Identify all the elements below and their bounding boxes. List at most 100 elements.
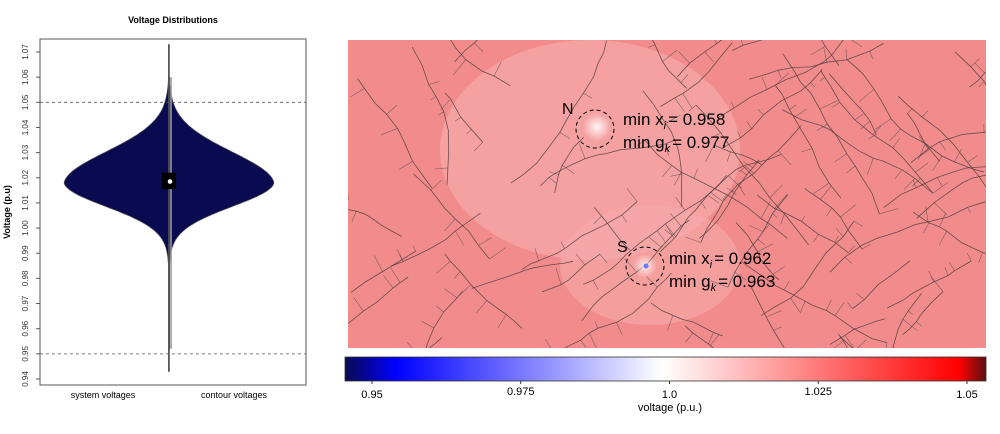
feeder-branch <box>662 49 678 62</box>
feeder-branch <box>932 155 943 172</box>
feeder-branch <box>555 267 562 285</box>
feeder-branch <box>918 135 929 150</box>
feeder-branch <box>453 271 461 279</box>
feeder-branch <box>710 280 728 288</box>
feeder-branch <box>832 102 840 108</box>
feeder-line <box>390 212 481 267</box>
feeder-branch <box>647 44 656 48</box>
feeder-branch <box>853 220 863 227</box>
feeder-line <box>444 253 523 329</box>
feeder-line <box>897 95 986 188</box>
annotation-label-n: N <box>562 101 574 118</box>
feeder-line <box>348 276 409 324</box>
feeder-branch <box>997 166 998 172</box>
y-tick-label: 1.01 <box>21 195 30 211</box>
feeder-branch <box>421 321 435 329</box>
feeder-branch <box>872 125 882 135</box>
feeder-branch <box>665 143 669 156</box>
feeder-branch <box>578 142 586 159</box>
feeder-branch <box>834 302 845 316</box>
y-tick-label: 1.00 <box>21 220 30 236</box>
colorbar-label: voltage (p.u.) <box>638 402 702 414</box>
feeder-branch <box>928 270 934 283</box>
feeder-branch <box>549 176 556 184</box>
feeder-branch <box>466 129 472 135</box>
feeder-branch <box>892 347 896 348</box>
map-light-region <box>440 40 740 260</box>
feeder-branch <box>390 267 401 283</box>
feeder-branch <box>351 211 357 223</box>
feeder-line <box>749 43 884 80</box>
feeder-branch <box>819 77 826 82</box>
feeder-branch <box>939 141 946 151</box>
feeder-branch <box>823 47 828 63</box>
feeder-branch <box>637 139 646 146</box>
violin-chart: Voltage Distributions Voltage (p.u) 0.94… <box>2 15 307 400</box>
annotation-n: N min xi = 0.958 min gk = 0.977 <box>562 101 729 155</box>
feeder-branch <box>974 62 985 74</box>
feeder-network <box>255 40 998 348</box>
feeder-branch <box>772 213 778 218</box>
feeder-branch <box>593 215 602 224</box>
feeder-branch <box>685 236 702 243</box>
feeder-branch <box>938 231 947 246</box>
feeder-branch <box>889 128 901 142</box>
feeder-branch <box>255 207 257 219</box>
violin-left-system-voltages <box>63 44 170 372</box>
feeder-line <box>828 73 877 135</box>
feeder-branch <box>774 193 788 209</box>
y-tick-label: 1.05 <box>21 94 30 110</box>
feeder-branch <box>348 195 349 202</box>
feeder-branch <box>894 169 903 179</box>
feeder-branch <box>575 253 586 265</box>
feeder-branch <box>588 332 597 348</box>
feeder-branch <box>667 315 674 331</box>
feeder-branch <box>761 77 768 90</box>
colorbar-tick-label: 1.05 <box>956 389 977 401</box>
hotspot-n <box>583 113 611 141</box>
feeder-branch <box>773 326 782 331</box>
feeder-branch <box>936 177 943 186</box>
feeder-branch <box>826 299 832 311</box>
feeder-branch <box>978 252 983 264</box>
feeder-branch <box>665 223 675 239</box>
feeder-line <box>735 222 780 281</box>
feeder-branch <box>912 180 917 188</box>
feeder-line <box>906 112 941 162</box>
feeder-branch <box>800 148 813 153</box>
feeder-branch <box>783 280 790 291</box>
feeder-branch <box>474 42 484 53</box>
feeder-line <box>750 285 785 348</box>
annotation-min-x-n: min xi = 0.958 <box>623 110 725 132</box>
feeder-branch <box>874 118 892 130</box>
feeder-branch <box>457 284 472 297</box>
feeder-line <box>676 40 723 78</box>
feeder-branch <box>473 141 484 152</box>
feeder-branch <box>740 170 747 176</box>
feeder-branch <box>710 334 720 346</box>
feeder-branch <box>932 182 949 194</box>
feeder-branch <box>970 58 980 67</box>
feeder-branch <box>826 207 833 217</box>
feeder-line <box>954 51 986 86</box>
feeder-branch <box>857 339 867 348</box>
feeder-line <box>718 40 844 118</box>
feeder-line <box>350 250 417 293</box>
feeder-branch <box>436 305 444 313</box>
feeder-line <box>852 260 911 309</box>
feeder-line <box>820 70 934 194</box>
feeder-branch <box>799 301 806 314</box>
feeder-branch <box>386 104 398 115</box>
feeder-line <box>554 136 585 193</box>
feeder-branch <box>868 134 877 140</box>
feeder-branch <box>734 271 746 281</box>
feeder-branch <box>740 40 744 46</box>
feeder-branch <box>664 229 673 236</box>
feeder-branch <box>709 191 724 202</box>
reference-lines <box>40 101 306 355</box>
feeder-branch <box>649 237 662 248</box>
feeder-branch <box>688 104 697 112</box>
y-tick-label: 0.98 <box>21 270 30 286</box>
feeder-branch <box>406 341 413 348</box>
feeder-line <box>985 345 986 346</box>
